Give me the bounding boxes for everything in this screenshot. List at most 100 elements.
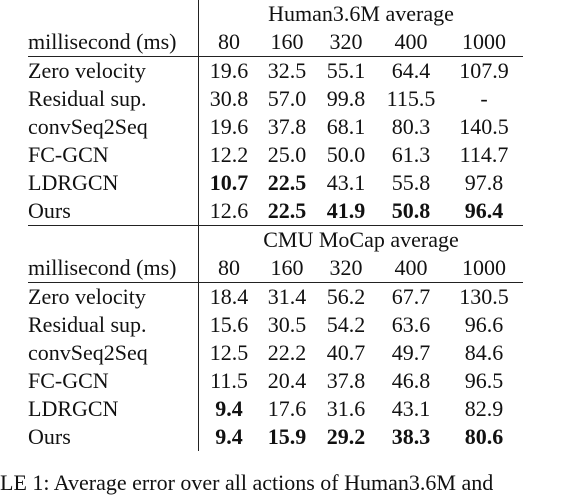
value-cell: 61.3 [391, 142, 431, 167]
table-row: Ours 12.6 22.5 41.9 50.8 96.4 [28, 197, 523, 226]
column-header: 80 [198, 28, 259, 57]
value-cell: 140.5 [459, 114, 509, 139]
value-cell: 54.2 [326, 312, 366, 337]
table-row: Zero velocity 18.4 31.4 56.2 67.7 130.5 [28, 282, 523, 311]
column-header: 1000 [445, 254, 523, 283]
column-header: 400 [377, 28, 445, 57]
method-name: Residual sup. [28, 311, 199, 339]
value-cell: 114.7 [459, 142, 509, 167]
value-cell: 12.5 [209, 340, 249, 365]
method-name: Ours [28, 423, 199, 451]
column-header: 320 [315, 28, 377, 57]
value-cell: 55.8 [391, 170, 431, 195]
method-name: LDRGCN [28, 169, 199, 197]
value-cell: 130.5 [459, 284, 509, 309]
value-cell: 10.7 [209, 170, 249, 195]
value-cell: 18.4 [209, 284, 249, 309]
value-cell: 38.3 [391, 424, 431, 449]
table-row: Residual sup. 30.8 57.0 99.8 115.5 - [28, 85, 523, 113]
table-row: Residual sup. 15.6 30.5 54.2 63.6 96.6 [28, 311, 523, 339]
dataset-title: Human3.6M average [268, 1, 454, 26]
value-cell: 84.6 [464, 340, 504, 365]
value-cell: 12.6 [198, 197, 259, 226]
value-cell: 19.6 [209, 114, 249, 139]
table-row: FC-GCN 11.5 20.4 37.8 46.8 96.5 [28, 367, 523, 395]
value-cell: 96.6 [464, 312, 504, 337]
column-header: 160 [259, 28, 315, 57]
dataset-title: CMU MoCap average [263, 227, 459, 252]
column-header: 160 [259, 254, 315, 283]
dataset-title-row: Human3.6M average [28, 0, 523, 28]
results-table: Human3.6M average millisecond (ms) 80 160 32… [28, 0, 523, 451]
table-row: convSeq2Seq 12.5 22.2 40.7 49.7 84.6 [28, 339, 523, 367]
value-cell: 107.9 [459, 58, 509, 83]
method-name: Zero velocity [28, 282, 199, 311]
value-cell: 50.8 [377, 197, 445, 226]
value-cell: 97.8 [464, 170, 504, 195]
method-name: FC-GCN [28, 141, 199, 169]
value-cell: - [480, 86, 488, 111]
value-cell: 22.2 [267, 340, 307, 365]
method-name: LDRGCN [28, 395, 199, 423]
value-cell: 9.4 [215, 424, 243, 449]
column-header: 1000 [445, 28, 523, 57]
value-cell: 20.4 [267, 368, 307, 393]
column-header-row: millisecond (ms) 80 160 320 400 1000 [28, 254, 523, 283]
value-cell: 9.4 [215, 396, 243, 421]
value-cell: 55.1 [326, 58, 366, 83]
value-cell: 80.6 [464, 424, 504, 449]
table-row: LDRGCN 9.4 17.6 31.6 43.1 82.9 [28, 395, 523, 423]
value-cell: 32.5 [267, 58, 307, 83]
table-row: Ours 9.4 15.9 29.2 38.3 80.6 [28, 423, 523, 451]
value-cell: 96.5 [464, 368, 504, 393]
method-name: Zero velocity [28, 56, 199, 85]
value-cell: 12.2 [209, 142, 249, 167]
value-cell: 17.6 [267, 396, 307, 421]
value-cell: 29.2 [326, 424, 366, 449]
value-cell: 22.5 [267, 170, 307, 195]
value-cell: 15.6 [209, 312, 249, 337]
empty-cell [28, 225, 199, 254]
value-cell: 63.6 [391, 312, 431, 337]
value-cell: 37.8 [326, 368, 366, 393]
method-name: convSeq2Seq [28, 113, 199, 141]
column-header: 400 [377, 254, 445, 283]
value-cell: 82.9 [464, 396, 504, 421]
value-cell: 19.6 [209, 58, 249, 83]
method-name: Residual sup. [28, 85, 199, 113]
value-cell: 96.4 [445, 197, 523, 226]
method-name: FC-GCN [28, 367, 199, 395]
value-cell: 41.9 [315, 197, 377, 226]
column-header: 80 [198, 254, 259, 283]
value-cell: 43.1 [326, 170, 366, 195]
value-cell: 115.5 [386, 86, 436, 111]
header-label: millisecond (ms) [28, 28, 199, 57]
value-cell: 67.7 [391, 284, 431, 309]
value-cell: 22.5 [259, 197, 315, 226]
value-cell: 30.8 [209, 86, 249, 111]
table-row: FC-GCN 12.2 25.0 50.0 61.3 114.7 [28, 141, 523, 169]
header-label: millisecond (ms) [28, 254, 199, 283]
value-cell: 56.2 [326, 284, 366, 309]
method-name: convSeq2Seq [28, 339, 199, 367]
value-cell: 40.7 [326, 340, 366, 365]
value-cell: 37.8 [267, 114, 307, 139]
table-row: Zero velocity 19.6 32.5 55.1 64.4 107.9 [28, 56, 523, 85]
value-cell: 80.3 [391, 114, 431, 139]
value-cell: 43.1 [391, 396, 431, 421]
dataset-title-row: CMU MoCap average [28, 225, 523, 254]
value-cell: 31.6 [326, 396, 366, 421]
table-row: LDRGCN 10.7 22.5 43.1 55.8 97.8 [28, 169, 523, 197]
value-cell: 46.8 [391, 368, 431, 393]
empty-cell [28, 0, 199, 28]
value-cell: 30.5 [267, 312, 307, 337]
value-cell: 57.0 [267, 86, 307, 111]
method-name: Ours [28, 197, 199, 226]
value-cell: 31.4 [267, 284, 307, 309]
value-cell: 25.0 [267, 142, 307, 167]
value-cell: 68.1 [326, 114, 366, 139]
column-header-row: millisecond (ms) 80 160 320 400 1000 [28, 28, 523, 57]
value-cell: 99.8 [326, 86, 366, 111]
value-cell: 11.5 [210, 368, 248, 393]
value-cell: 49.7 [391, 340, 431, 365]
